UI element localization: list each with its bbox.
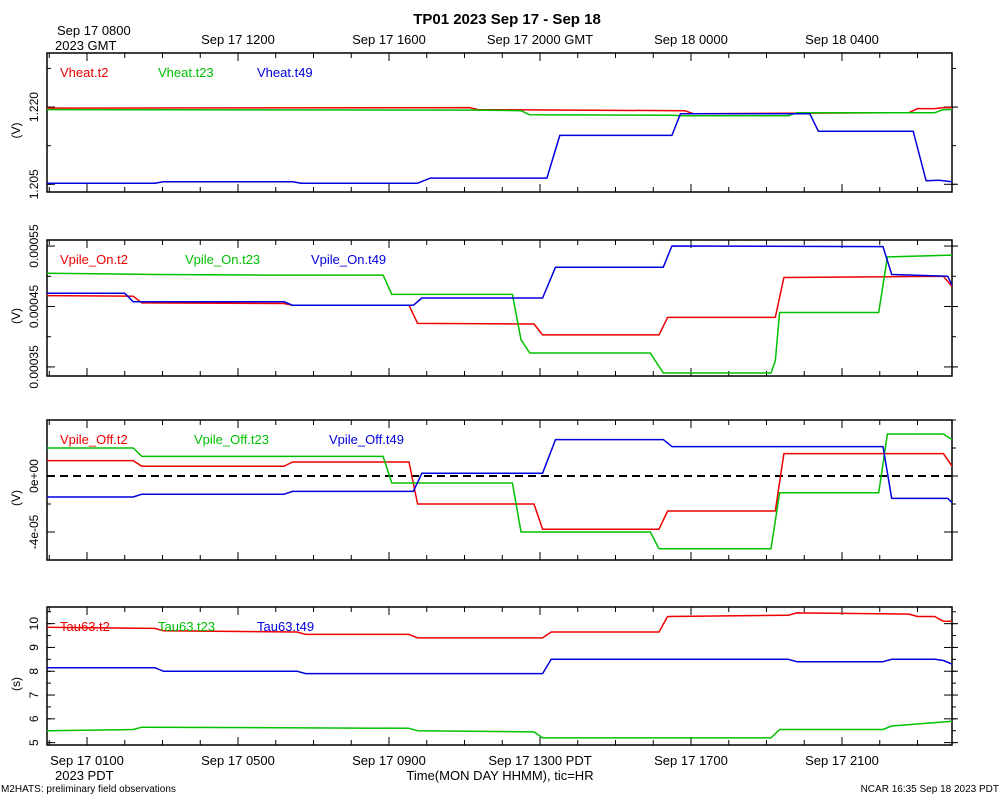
top-axis-tick-label: Sep 18 0000 [654,32,728,47]
panel-frame [46,239,953,377]
panel-3: (V) 0e+00 -4e-05 Vpile_Off.t2 Vpile_Off.t23 V… [9,419,958,561]
bottom-axis-tick-label: Sep 17 0500 [201,753,275,768]
y-tick-label: -4e-05 [27,514,41,549]
top-axis-first-sublabel: 2023 GMT [55,38,116,53]
top-axis-first-label: Sep 17 0800 [57,23,131,38]
legend-entry: Vheat.t23 [158,65,214,80]
top-axis-tick-label: Sep 18 0400 [805,32,879,47]
legend-entry: Tau63.t23 [158,619,215,634]
legend-entry: Vpile_On.t2 [60,252,128,267]
bottom-axis-tick-label: Sep 17 1300 PDT [488,753,591,768]
bottom-axis-tick-label: Sep 17 2100 [805,753,879,768]
y-tick-label: 0.00045 [27,284,41,328]
legend-entry: Vheat.t2 [60,65,108,80]
legend-entry: Vpile_Off.t2 [60,432,128,447]
bottom-axis-tick-label: Sep 17 0900 [352,753,426,768]
top-axis-tick-label: Sep 17 1200 [201,32,275,47]
y-axis-label: (s) [9,677,23,691]
panel-1: (V) 1.205 1.220 Vheat.t2 Vheat.t23 Vheat.t49 [9,52,958,199]
footer-left: M2HATS: preliminary field observations [1,784,176,795]
y-tick-label: 10 [27,617,41,631]
bottom-axis-tick-label: Sep 17 0100 [50,753,124,768]
panel-frame [46,52,953,193]
y-tick-label: 0.00055 [27,224,41,268]
y-tick-label: 0e+00 [27,459,41,493]
bottom-axis-tick-label: Sep 17 1700 [654,753,728,768]
y-tick-label: 1.220 [27,92,41,122]
series-line-vheat-t49 [47,112,953,184]
chart-title: TP01 2023 Sep 17 - Sep 18 [413,11,601,28]
y-tick-label: 5 [27,739,41,746]
series-line-tau63-t23 [46,720,953,739]
series-line-tau63-t49 [47,658,953,675]
series-line-vpile-off-t23 [47,433,953,550]
legend-entry: Vpile_Off.t23 [194,432,269,447]
legend-entry: Vheat.t49 [257,65,313,80]
legend-entry: Tau63.t2 [60,619,110,634]
bottom-axis-labels: Sep 17 0100 Sep 17 0500 Sep 17 0900 Sep 17 … [50,753,879,768]
series-line-vpile-off-t49 [47,438,953,504]
y-tick-label: 7 [27,691,41,698]
top-axis-labels: Sep 17 1200 Sep 17 1600 Sep 17 2000 GMT Sep… [201,32,879,47]
top-axis-tick-label: Sep 17 2000 GMT [487,32,593,47]
x-axis-title: Time(MON DAY HHMM), tic=HR [406,768,593,783]
footer-right: NCAR 16:35 Sep 18 2023 PDT [861,784,999,795]
y-tick-label: 0.00035 [27,345,41,389]
panel-2: (V) 0.00035 0.00045 0.00055 Vpile_On.t2 Vpile… [9,224,958,389]
series-line-vheat-t23 [46,108,952,117]
y-axis-label: (V) [9,123,23,139]
y-axis-label: (V) [9,308,23,324]
y-tick-label: 1.205 [27,169,41,199]
series-line-vpile-on-t23 [46,254,953,374]
series-line-vpile-off-t2 [47,452,953,530]
legend-entry: Tau63.t49 [257,619,314,634]
panel-4: (s) 5 6 7 8 9 10 Tau63.t2 Tau63.t23 Tau63.t49 [9,606,958,746]
y-tick-label: 9 [27,644,41,651]
series-line-vpile-on-t2 [46,275,953,336]
bottom-axis-first-sublabel: 2023 PDT [55,768,114,783]
legend-entry: Vpile_Off.t49 [329,432,404,447]
legend-entry: Vpile_On.t49 [311,252,386,267]
series-line-vpile-on-t49 [47,245,953,307]
legend-entry: Vpile_On.t23 [185,252,260,267]
y-axis-label: (V) [9,490,23,506]
panel-frame [46,606,953,746]
top-axis-tick-label: Sep 17 1600 [352,32,426,47]
panel-frame [46,419,953,561]
series-line-tau63-t2 [46,612,952,639]
y-tick-label: 6 [27,715,41,722]
y-tick-label: 8 [27,668,41,675]
